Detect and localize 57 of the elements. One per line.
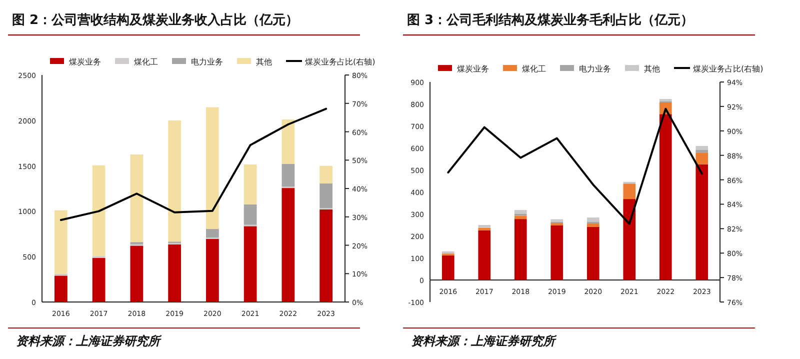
bar bbox=[696, 152, 708, 164]
bar bbox=[478, 230, 491, 280]
bar bbox=[442, 251, 454, 254]
bar bbox=[168, 120, 181, 242]
bar bbox=[130, 154, 144, 242]
legend-label: 煤炭业务占比(右轴) bbox=[693, 64, 764, 74]
line-series bbox=[447, 108, 703, 225]
bar bbox=[696, 150, 708, 153]
bar bbox=[623, 184, 636, 200]
bar bbox=[244, 204, 257, 225]
bar bbox=[550, 225, 564, 280]
bar bbox=[92, 165, 106, 256]
bar bbox=[623, 199, 636, 280]
bar bbox=[168, 244, 181, 302]
bar bbox=[586, 226, 600, 280]
bar bbox=[244, 226, 257, 302]
bar bbox=[659, 114, 672, 280]
bar bbox=[320, 166, 332, 184]
bar bbox=[696, 146, 708, 150]
chart-title: 图 3：公司毛利结构及煤炭业务毛利占比（亿元） bbox=[407, 12, 694, 28]
bar bbox=[244, 164, 257, 204]
bar bbox=[514, 216, 527, 220]
bar bbox=[514, 219, 527, 280]
legend-label: 煤炭业务 bbox=[457, 64, 489, 74]
text: 资料来源：上海证券研究所 bbox=[411, 334, 557, 348]
chart-title: 图 2：公司营收结构及煤炭业务收入占比（亿元） bbox=[12, 12, 299, 28]
bar bbox=[54, 276, 68, 302]
bar bbox=[130, 246, 144, 302]
bar bbox=[206, 107, 219, 229]
legend-label: 电力业务 bbox=[191, 58, 223, 66]
bar bbox=[206, 238, 219, 302]
legend-label: 煤炭业务占比(右轴) bbox=[305, 58, 376, 66]
bar bbox=[282, 119, 295, 164]
bar bbox=[550, 219, 564, 222]
bar bbox=[206, 228, 219, 238]
legend-label: 煤炭业务 bbox=[69, 58, 101, 66]
bar bbox=[478, 228, 491, 230]
bar bbox=[92, 258, 106, 302]
bar bbox=[696, 164, 708, 280]
legend-label: 其他 bbox=[644, 64, 660, 74]
bar bbox=[282, 188, 295, 302]
bar bbox=[54, 210, 68, 274]
bar bbox=[282, 164, 295, 187]
legend-label: 煤化工 bbox=[522, 64, 546, 74]
bar bbox=[586, 218, 600, 222]
bar bbox=[320, 209, 332, 302]
bar bbox=[586, 223, 600, 227]
text: 资料来源：上海证券研究所 bbox=[16, 334, 162, 348]
bar bbox=[442, 255, 454, 280]
bar bbox=[659, 98, 672, 102]
legend-label: 其他 bbox=[256, 58, 272, 66]
bar bbox=[478, 225, 491, 228]
bar bbox=[320, 184, 332, 208]
bar bbox=[514, 210, 527, 214]
legend-label: 煤化工 bbox=[134, 58, 158, 66]
legend-label: 电力业务 bbox=[579, 64, 611, 74]
line-series bbox=[60, 108, 328, 221]
